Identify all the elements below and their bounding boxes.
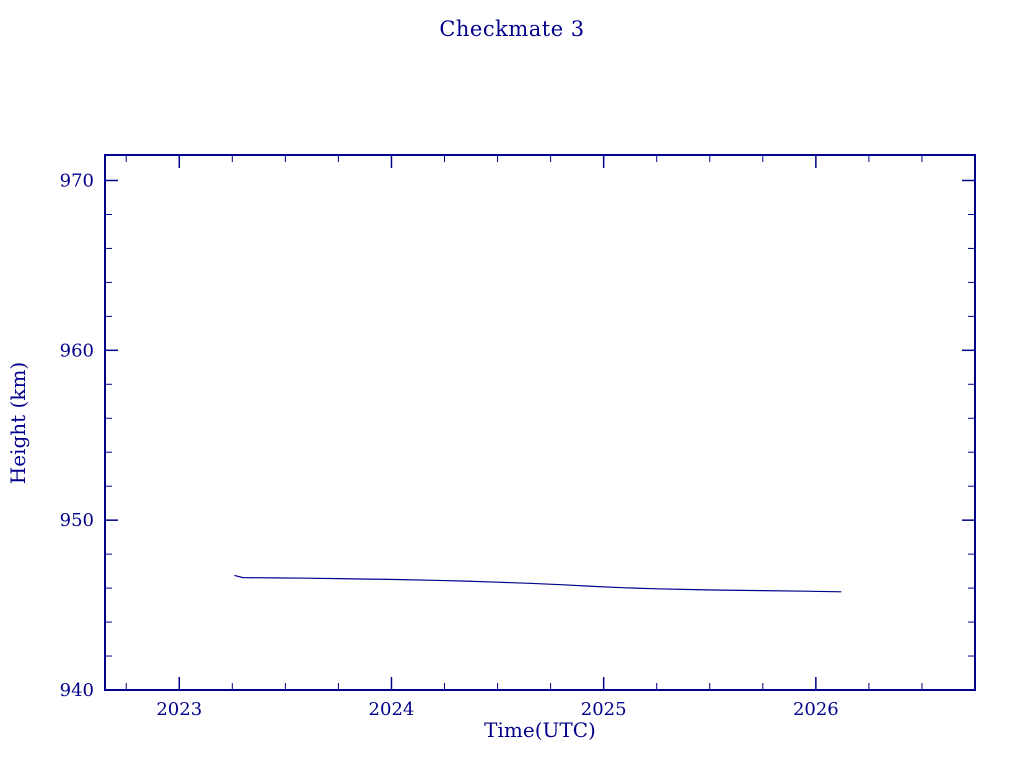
x-tick-label: 2024 <box>369 699 415 720</box>
x-tick-label: 2023 <box>156 699 202 720</box>
chart-title: Checkmate 3 <box>439 17 585 41</box>
x-tick-label: 2026 <box>793 699 839 720</box>
plot-frame <box>104 154 976 691</box>
y-tick-label: 970 <box>60 170 94 191</box>
y-axis-label: Height (km) <box>6 361 30 485</box>
y-tick-label: 960 <box>60 340 94 361</box>
data-series-line <box>234 574 842 593</box>
y-tick-label: 950 <box>60 510 94 531</box>
x-axis-label: Time(UTC) <box>484 718 596 742</box>
y-tick-label: 940 <box>60 680 94 701</box>
x-tick-label: 2025 <box>581 699 627 720</box>
